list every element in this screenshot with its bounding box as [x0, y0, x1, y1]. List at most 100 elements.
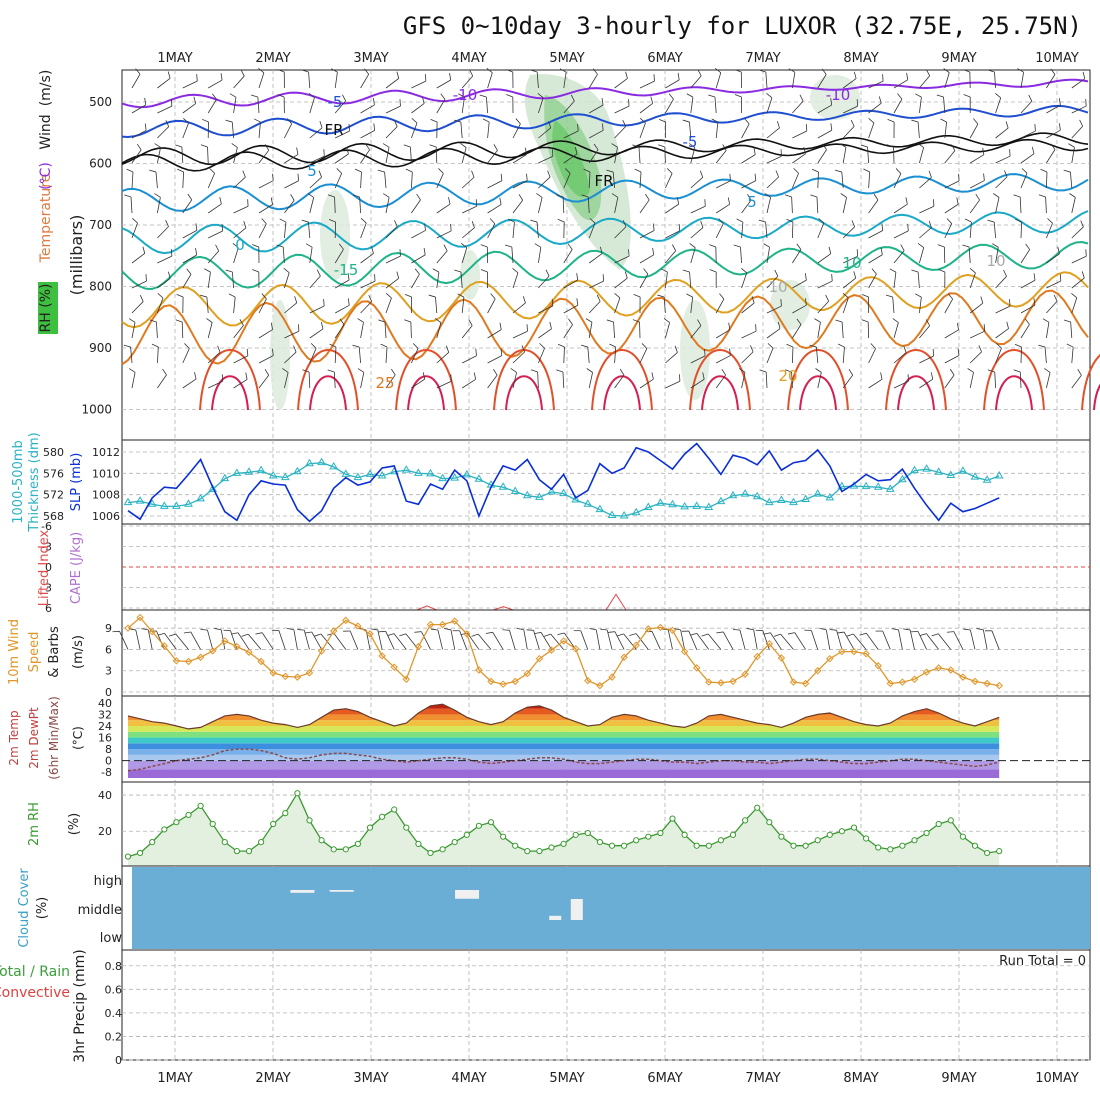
- wind-barb-flag: [428, 294, 436, 298]
- wind-barb-flag: [589, 628, 597, 631]
- wind-barb-flag: [1077, 369, 1082, 376]
- isotherm-loop: [689, 349, 751, 411]
- wind-barb: [333, 633, 347, 650]
- wind-barb-flag: [668, 93, 674, 100]
- wind-barb-flag: [733, 244, 741, 248]
- wind-barb-flag: [556, 369, 564, 373]
- date-label: 6MAY: [647, 1071, 682, 1086]
- thickness-point: [922, 464, 931, 472]
- wind-barb-flag: [346, 147, 349, 155]
- rh-legend-swatch: [38, 282, 58, 334]
- wind-barb-flag: [505, 244, 512, 248]
- wind-barb: [207, 203, 222, 214]
- wind-barb-flag: [557, 343, 565, 348]
- thickness-point: [293, 466, 302, 475]
- wind-barb: [740, 247, 742, 264]
- wind-barb-flag: [445, 345, 450, 353]
- wind-barb: [157, 374, 167, 389]
- wind-speed-point: [535, 654, 544, 663]
- date-label: 4MAY: [451, 1071, 486, 1086]
- wind-barb-flag: [512, 268, 519, 274]
- wind-barb: [207, 272, 211, 289]
- wind-barb: [715, 298, 725, 314]
- wind-barb: [131, 104, 146, 114]
- wind-barb: [868, 273, 877, 289]
- rh-point: [379, 813, 386, 820]
- wind-barb: [411, 254, 426, 264]
- wind-barb-flag: [799, 94, 804, 102]
- wind-barb-flag: [228, 293, 236, 298]
- wind-barb: [477, 633, 492, 650]
- wind-barb: [550, 633, 564, 650]
- wind-barb: [944, 72, 950, 89]
- thickness-point: [426, 468, 435, 477]
- wind-barb: [707, 633, 722, 650]
- wind-barb-flag: [360, 218, 367, 224]
- wind-barb-flag: [940, 118, 947, 123]
- wind-barb: [335, 130, 350, 139]
- wind-barb-flag: [264, 369, 270, 376]
- wind-barb-flag: [544, 633, 551, 637]
- wind-barb: [335, 279, 350, 289]
- thickness-point: [813, 489, 823, 497]
- wind-barb-flag: [493, 369, 498, 376]
- wind-barb: [766, 127, 780, 139]
- wind-barb-flag: [917, 143, 924, 148]
- wind-barb-flag: [895, 168, 902, 174]
- wind-barb-flag: [880, 372, 883, 380]
- wind-barb-flag: [338, 243, 344, 250]
- rh-point: [911, 837, 918, 844]
- wind-barb-flag: [689, 243, 696, 248]
- temp-tick: 16: [98, 732, 112, 745]
- wind-barb-flag: [220, 73, 223, 81]
- wind-barb: [207, 351, 221, 364]
- wind-barb-flag: [468, 319, 473, 326]
- wind-barb-flag: [1038, 194, 1046, 198]
- rh-point: [536, 848, 543, 855]
- wind-barb-flag: [507, 218, 515, 223]
- wind-barb-flag: [711, 118, 719, 123]
- wind-barb: [853, 633, 867, 650]
- wind-barb-flag: [602, 274, 605, 282]
- wind-barb: [995, 197, 1000, 214]
- wind-barb-flag: [412, 343, 419, 349]
- wind-speed-point: [172, 657, 181, 665]
- wind-barb-flag: [729, 173, 731, 181]
- wind-barb-flag: [607, 631, 615, 633]
- wind-barb-flag: [697, 69, 702, 77]
- wind-barb-flag: [559, 68, 567, 73]
- wind-barb: [1046, 171, 1048, 189]
- wind-barb-flag: [1068, 143, 1075, 148]
- wind-barb-flag: [429, 144, 437, 148]
- panel-wind-10m: 9 6 3 0 10m Wind Speed & Barbs (m/s): [7, 609, 1091, 699]
- wind-barb: [377, 629, 383, 650]
- isotherm-line: [121, 132, 1089, 166]
- wind-barb: [437, 629, 443, 650]
- wind-barb-flag: [430, 118, 438, 123]
- wind-barb: [538, 197, 543, 214]
- precip-tick: 0.8: [105, 960, 123, 973]
- wind-barb-flag: [963, 94, 971, 98]
- wind-barb: [436, 272, 440, 289]
- wind-barb-flag: [987, 219, 995, 223]
- thickness-point: [643, 502, 653, 510]
- contour-label: 5: [307, 162, 317, 180]
- wind-barb: [588, 322, 593, 339]
- wind-barb-flag: [548, 121, 552, 128]
- wind-barb: [969, 302, 984, 314]
- wind-barb: [334, 72, 338, 89]
- wind-barb: [461, 247, 468, 264]
- wind-barb-flag: [1015, 218, 1022, 223]
- wind-barb: [1020, 153, 1035, 164]
- wind-barb-flag: [837, 631, 845, 634]
- rh-point: [463, 831, 470, 838]
- rh-point: [282, 810, 289, 817]
- lifted-index-tick: 6: [45, 602, 52, 615]
- wind-barb: [1020, 221, 1023, 239]
- isotherm-loop: [799, 375, 837, 411]
- wind-barb-flag: [144, 97, 147, 105]
- wind-barb-flag: [840, 193, 847, 198]
- wind-barb-flag: [308, 93, 315, 99]
- date-label: 8MAY: [843, 51, 878, 66]
